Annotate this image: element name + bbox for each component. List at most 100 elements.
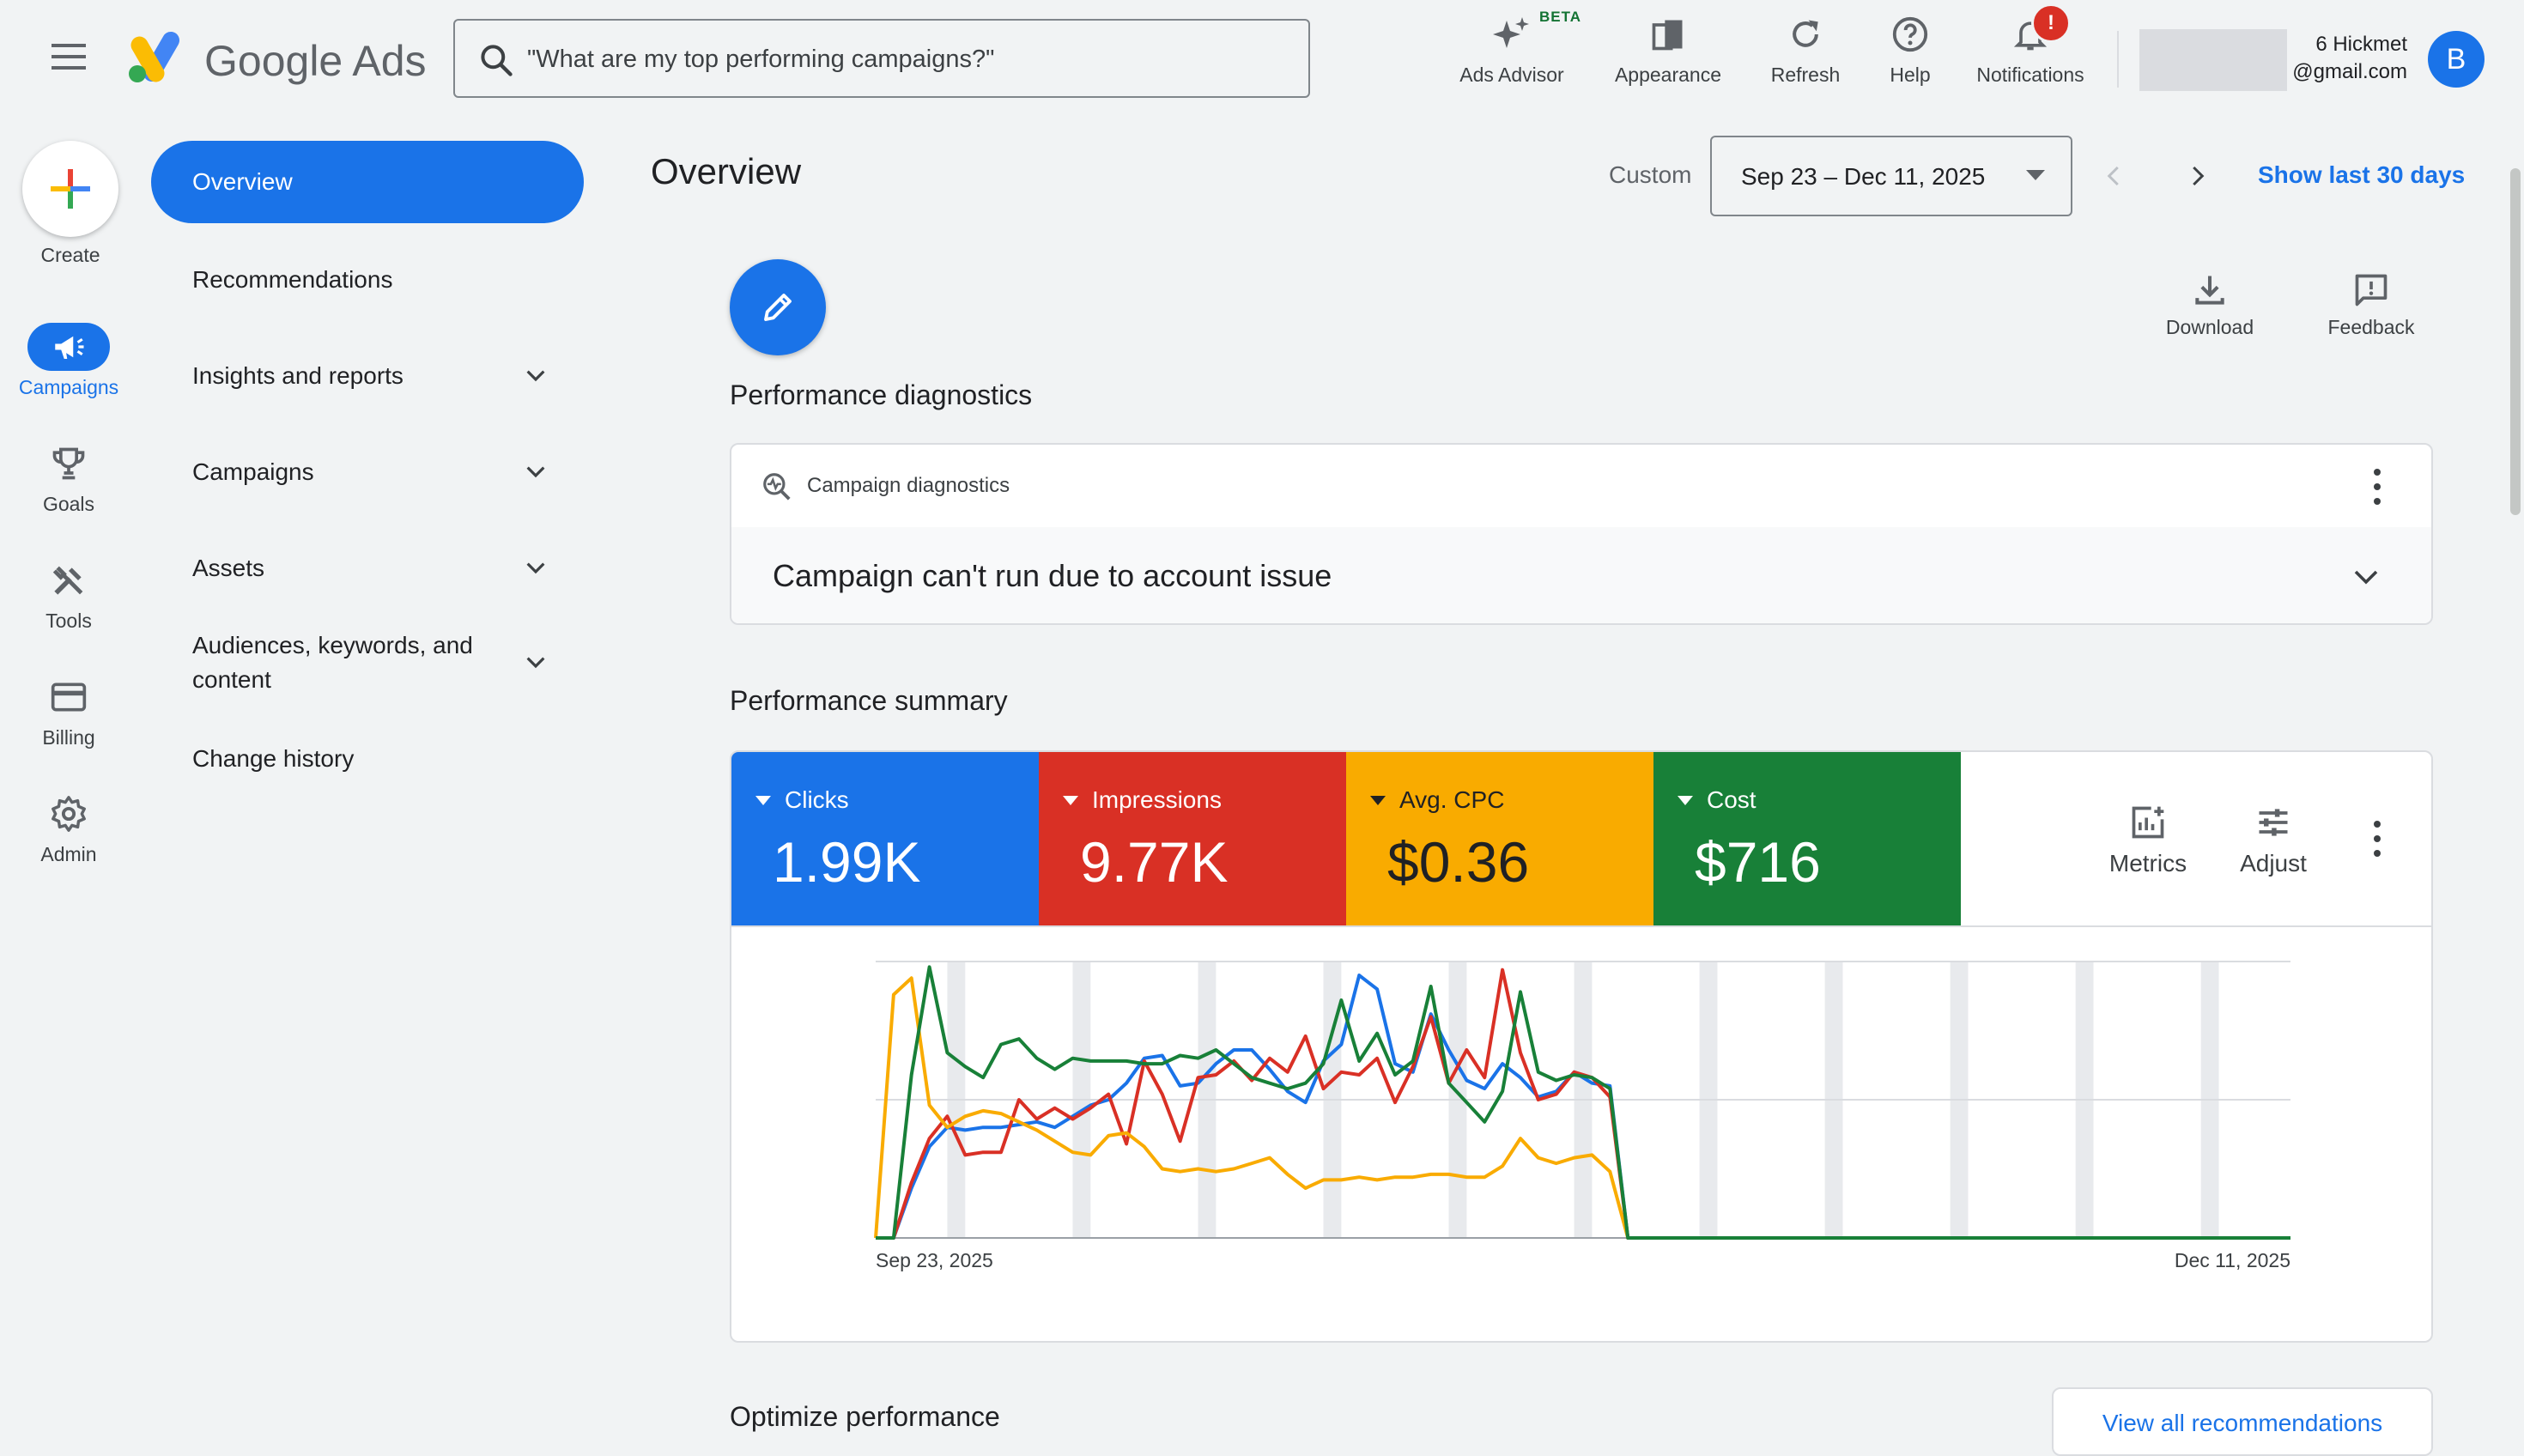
download-button[interactable]: Download	[2141, 271, 2278, 339]
page-scrollbar[interactable]	[2510, 168, 2521, 515]
chevron-left-icon	[2107, 166, 2119, 186]
optimize-performance-title: Optimize performance	[730, 1401, 1000, 1432]
sparkle-icon	[1493, 17, 1529, 48]
download-icon	[2195, 276, 2224, 305]
metric-tile-avg-cpc[interactable]: Avg. CPC $0.36	[1346, 752, 1653, 925]
feedback-icon	[2355, 274, 2387, 306]
series-line-cost	[876, 965, 2290, 1240]
dropdown-arrow-icon	[1063, 795, 1078, 805]
dropdown-arrow-icon	[755, 795, 771, 805]
performance-diagnostics-title: Performance diagnostics	[730, 379, 1033, 410]
megaphone-icon	[55, 336, 84, 359]
search-icon	[481, 45, 513, 76]
create-button[interactable]	[22, 141, 118, 237]
rail-item-campaigns[interactable]: Campaigns	[0, 323, 137, 399]
add-chart-icon	[2132, 806, 2164, 839]
previous-period-button[interactable]	[2093, 155, 2136, 197]
metric-name: Impressions	[1092, 786, 1222, 813]
top-bar-divider	[2117, 31, 2119, 88]
nav-label-overview: Overview	[192, 168, 293, 195]
account-email[interactable]: @gmail.com	[2292, 60, 2407, 83]
google-ads-logo-icon[interactable]	[127, 31, 187, 84]
search-input[interactable]	[527, 34, 1283, 84]
avatar[interactable]: B	[2428, 31, 2485, 88]
appearance-button[interactable]: Appearance	[1595, 12, 1741, 87]
date-range-picker[interactable]: Sep 23 – Dec 11, 2025	[1710, 136, 2072, 216]
chevron-right-icon	[2193, 166, 2205, 186]
beta-badge: BETA	[1539, 9, 1582, 25]
chevron-down-icon	[526, 562, 545, 574]
appearance-label: Appearance	[1614, 64, 1722, 86]
sliders-icon	[2259, 809, 2288, 836]
rail-item-tools[interactable]: Tools	[0, 556, 137, 633]
adjust-label: Adjust	[2240, 850, 2307, 877]
account-name[interactable]: 6 Hickmet	[2315, 33, 2407, 56]
date-range-type-label: Custom	[1609, 161, 1692, 188]
nav-label-campaigns: Campaigns	[192, 458, 314, 485]
nav-label-audiences: Audiences, keywords, and content	[192, 632, 473, 693]
dropdown-arrow-icon	[1678, 795, 1693, 805]
diagnostics-issue-row[interactable]: Campaign can't run due to account issue	[731, 527, 2431, 623]
rail-label-goals: Goals	[42, 493, 95, 515]
nav-item-change-history[interactable]: Change history	[151, 737, 584, 781]
metric-tile-clicks[interactable]: Clicks 1.99K	[731, 752, 1039, 925]
nav-item-campaigns[interactable]: Campaigns	[151, 450, 584, 494]
rail-item-billing[interactable]: Billing	[0, 673, 137, 749]
top-app-bar: Google Ads Ads Advisor BETA Appearance	[0, 0, 2524, 122]
product-name: Google Ads	[204, 37, 427, 85]
metric-tile-cost[interactable]: Cost $716	[1653, 752, 1961, 925]
refresh-button[interactable]: Refresh	[1732, 12, 1878, 87]
rail-item-admin[interactable]: Admin	[0, 790, 137, 866]
metric-tile-impressions[interactable]: Impressions 9.77K	[1039, 752, 1346, 925]
dropdown-arrow-icon	[2026, 170, 2045, 180]
show-last-30-days-link[interactable]: Show last 30 days	[2258, 161, 2466, 188]
performance-summary-title: Performance summary	[730, 685, 1008, 716]
nav-item-audiences-keywords-content[interactable]: Audiences, keywords, and content	[151, 625, 584, 701]
notifications-button[interactable]: Notifications	[1957, 12, 2103, 87]
appearance-icon	[1652, 20, 1683, 51]
rail-item-goals[interactable]: Goals	[0, 440, 137, 516]
nav-item-overview[interactable]: Overview	[151, 141, 584, 223]
chevron-down-icon	[526, 657, 545, 669]
nav-label-change-history: Change history	[192, 745, 355, 772]
feedback-label: Feedback	[2327, 316, 2415, 338]
main-menu-button[interactable]	[38, 26, 100, 88]
metric-value: $716	[1695, 830, 1821, 894]
rail-label-billing: Billing	[42, 726, 95, 749]
more-options-icon[interactable]	[2373, 469, 2381, 505]
dropdown-arrow-icon	[1370, 795, 1386, 805]
refresh-label: Refresh	[1770, 64, 1841, 86]
next-period-button[interactable]	[2175, 155, 2218, 197]
date-range-value: Sep 23 – Dec 11, 2025	[1741, 163, 1986, 190]
campaign-diagnostics-card: Campaign diagnostics Campaign can't run …	[730, 443, 2433, 625]
nav-item-assets[interactable]: Assets	[151, 546, 584, 591]
help-button[interactable]: Help	[1837, 12, 1983, 87]
feedback-button[interactable]: Feedback	[2303, 271, 2440, 339]
tools-icon	[52, 566, 83, 595]
ads-advisor-button[interactable]: Ads Advisor	[1439, 12, 1585, 87]
metric-value: $0.36	[1387, 830, 1530, 894]
refresh-icon	[1793, 20, 1818, 47]
nav-label-assets: Assets	[192, 555, 265, 581]
nav-item-recommendations[interactable]: Recommendations	[151, 258, 584, 302]
performance-summary-card: Clicks 1.99K Impressions 9.77K Avg. CPC …	[730, 750, 2433, 1343]
chevron-down-icon	[526, 466, 545, 478]
ads-advisor-label: Ads Advisor	[1459, 64, 1564, 86]
search-bar[interactable]	[453, 19, 1310, 98]
credit-card-icon	[51, 682, 87, 712]
notification-alert-badge: !	[2031, 3, 2071, 43]
nav-label-insights: Insights and reports	[192, 362, 403, 389]
metrics-button[interactable]: Metrics	[2088, 804, 2208, 877]
metric-name: Cost	[1707, 786, 1756, 813]
view-all-recommendations-button[interactable]: View all recommendations	[2052, 1387, 2433, 1456]
pencil-icon	[764, 294, 792, 321]
adjust-button[interactable]: Adjust	[2213, 804, 2333, 877]
x-tick-label: Dec 11, 2025	[2175, 1249, 2290, 1271]
redacted-account-info	[2139, 29, 2287, 91]
nav-item-insights-and-reports[interactable]: Insights and reports	[151, 354, 584, 398]
rail-label-admin: Admin	[40, 843, 97, 865]
more-options-icon[interactable]	[2373, 821, 2381, 857]
edit-button[interactable]	[730, 259, 826, 355]
create-label: Create	[40, 244, 100, 266]
metric-value: 1.99K	[773, 830, 921, 894]
